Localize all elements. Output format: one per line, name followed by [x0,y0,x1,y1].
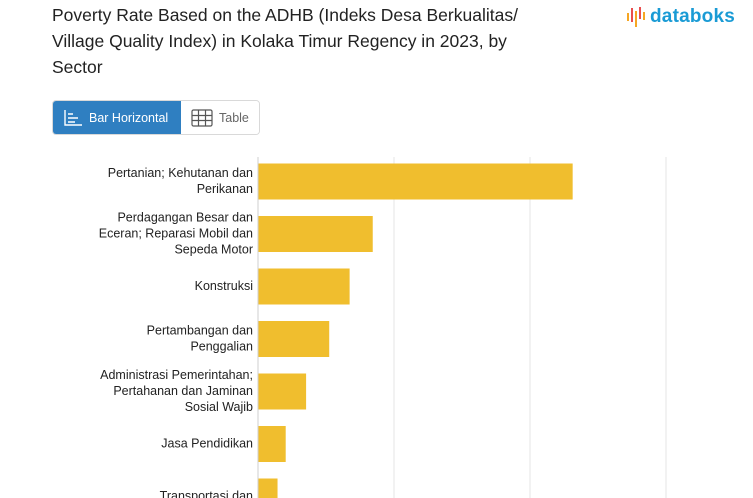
category-label: Pertahanan dan Jaminan [113,384,253,398]
bar[interactable] [258,216,373,252]
chart-title: Poverty Rate Based on the ADHB (Indeks D… [52,2,592,80]
bar[interactable] [258,163,573,200]
category-label: Perikanan [197,182,253,196]
bar[interactable] [258,373,307,410]
category-label: Sosial Wajib [185,400,253,414]
brand-logo[interactable]: databoks [626,5,735,29]
category-label: Perdagangan Besar dan [117,210,253,224]
category-label: Jasa Pendidikan [161,436,253,450]
bar[interactable] [258,478,278,498]
chart-title-line: Village Quality Index) in Kolaka Timur R… [52,31,507,51]
category-label: Eceran; Reparasi Mobil dan [99,226,253,240]
bar-horizontal-button[interactable]: Bar Horizontal [53,101,181,134]
chart-title-line: Poverty Rate Based on the ADHB (Indeks D… [52,5,518,25]
category-label: Transportasi dan [160,489,253,498]
bar-horizontal-label: Bar Horizontal [89,110,169,125]
chart-title-line: Sector [52,57,103,77]
bar[interactable] [258,321,330,357]
table-grid-icon [191,108,213,127]
bar-horizontal-icon [64,109,82,126]
databoks-bars-icon [627,7,645,27]
category-label: Konstruksi [195,279,253,293]
category-label: Administrasi Pemerintahan; [100,368,253,382]
category-label: Sepeda Motor [174,242,253,256]
category-label: Pertanian; Kehutanan dan [108,166,253,180]
category-label: Pertambangan dan [147,323,253,337]
category-label: Penggalian [190,339,253,353]
view-toggle: Bar Horizontal Table [52,100,260,135]
brand-name: databoks [650,6,736,27]
bar[interactable] [258,426,286,462]
table-label: Table [219,110,249,125]
bar[interactable] [258,268,350,305]
table-button[interactable]: Table [181,101,259,134]
